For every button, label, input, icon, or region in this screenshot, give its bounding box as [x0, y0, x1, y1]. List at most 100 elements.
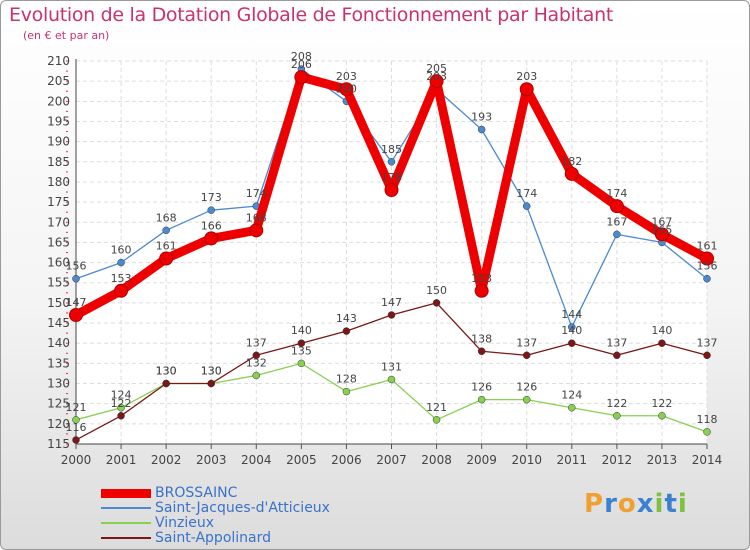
x-tick-label: 2010 [511, 453, 542, 467]
data-label: 168 [156, 211, 177, 224]
data-label: 161 [156, 240, 177, 253]
data-label: 205 [426, 62, 447, 75]
x-tick-label: 2003 [196, 453, 227, 467]
data-point [519, 82, 534, 97]
legend-item: Vinzieux [101, 516, 330, 531]
data-point [117, 403, 125, 412]
y-tick-label: 155 [47, 276, 70, 290]
data-point [568, 339, 576, 347]
data-label: 193 [471, 111, 492, 124]
data-label: 167 [651, 215, 672, 228]
y-tick-label: 205 [47, 74, 70, 88]
x-tick-label: 2012 [602, 453, 633, 467]
y-tick-label: 165 [47, 235, 70, 249]
data-point [69, 307, 83, 322]
data-point [477, 395, 486, 404]
data-point [162, 379, 170, 388]
data-label: 137 [606, 336, 627, 349]
legend-item: Saint-Jacques-d'Atticieux [101, 501, 330, 516]
data-point [700, 251, 714, 266]
data-point [342, 327, 351, 335]
data-label: 203 [516, 70, 537, 83]
data-point [703, 274, 711, 283]
data-point [658, 412, 666, 420]
data-point [162, 226, 170, 235]
data-label: 138 [471, 332, 492, 345]
data-point [342, 387, 351, 396]
legend-label: Vinzieux [155, 515, 215, 531]
data-label: 166 [201, 219, 222, 232]
data-label: 137 [516, 336, 537, 349]
y-tick-label: 150 [47, 296, 70, 310]
data-label: 168 [246, 211, 267, 224]
data-label: 167 [606, 215, 627, 228]
data-label: 118 [697, 413, 718, 426]
data-point [72, 274, 80, 283]
data-point [703, 351, 711, 360]
data-label: 144 [561, 308, 582, 321]
x-tick-label: 2006 [331, 453, 362, 467]
data-label: 203 [426, 70, 447, 83]
data-label: 147 [381, 296, 402, 309]
data-label: 130 [201, 365, 222, 378]
data-point [432, 416, 441, 424]
legend-swatch [101, 507, 151, 509]
data-label: 128 [336, 373, 357, 386]
y-tick-label: 180 [47, 175, 70, 189]
data-point [522, 202, 531, 210]
data-label: 182 [561, 155, 582, 168]
data-point [207, 206, 215, 214]
data-label: 140 [561, 324, 582, 337]
data-point [474, 283, 489, 298]
data-label: 203 [336, 70, 357, 83]
data-label: 131 [381, 360, 402, 373]
legend-swatch [101, 522, 151, 524]
x-tick-label: 2009 [466, 453, 497, 467]
data-label: 153 [111, 272, 132, 285]
data-point [387, 158, 396, 166]
data-label: 156 [697, 260, 718, 273]
data-point [387, 311, 396, 319]
data-point [568, 403, 576, 412]
data-point [613, 351, 621, 360]
logo-letter: t [664, 489, 678, 519]
data-label: 126 [471, 381, 492, 394]
x-tick-label: 2011 [557, 453, 588, 467]
data-label: 122 [651, 397, 672, 410]
data-label: 135 [291, 344, 312, 357]
y-tick-label: 200 [47, 94, 70, 108]
data-label: 130 [156, 365, 177, 378]
data-point [297, 339, 306, 347]
y-tick-label: 115 [47, 437, 70, 451]
y-tick-label: 210 [47, 54, 70, 68]
y-tick-label: 120 [47, 417, 70, 431]
data-point [117, 412, 125, 420]
data-point [568, 323, 576, 331]
data-point [207, 379, 215, 388]
logo-letter: i [677, 489, 688, 519]
logo-letter: o [617, 489, 637, 519]
data-point [432, 299, 441, 307]
data-point [117, 258, 125, 267]
data-point [159, 251, 174, 266]
data-point [204, 231, 219, 246]
data-point [609, 199, 624, 214]
x-tick-label: 2005 [286, 453, 317, 467]
data-point [613, 230, 621, 239]
x-tick-label: 2001 [106, 453, 137, 467]
legend-swatch [101, 537, 151, 539]
data-label: 124 [561, 389, 582, 402]
data-label: 161 [697, 240, 718, 253]
data-label: 208 [291, 50, 312, 63]
data-label: 173 [201, 191, 222, 204]
data-point [522, 395, 531, 404]
y-tick-label: 185 [47, 155, 70, 169]
chart-title: Evolution de la Dotation Globale de Fonc… [9, 4, 614, 26]
y-tick-label: 125 [47, 397, 70, 411]
data-label: 153 [471, 272, 492, 285]
data-point [658, 339, 666, 347]
chart-subtitle: (en € et par an) [23, 29, 110, 42]
data-label: 185 [381, 143, 402, 156]
data-point [477, 125, 486, 134]
